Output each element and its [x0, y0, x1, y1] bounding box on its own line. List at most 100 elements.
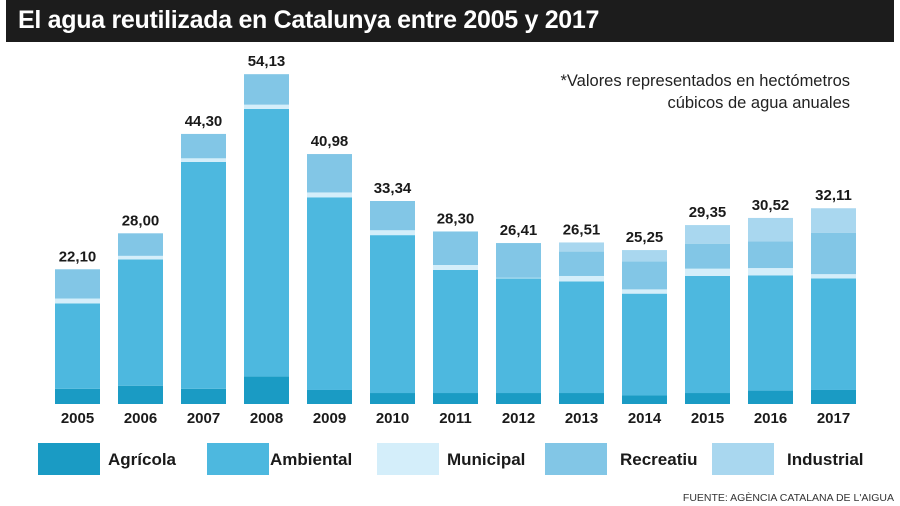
- bar-segment-ambiental-2016: [748, 275, 793, 391]
- x-tick-label-2006: 2006: [124, 410, 157, 427]
- bar-segment-agrícola-2008: [244, 376, 289, 404]
- bar-segment-agrícola-2010: [370, 393, 415, 404]
- bar-segment-municipal-2010: [370, 230, 415, 236]
- bar-segment-agrícola-2014: [622, 395, 667, 404]
- total-label-2015: 29,35: [689, 204, 727, 221]
- legend-label-ambiental: Ambiental: [270, 450, 352, 469]
- legend-swatch-recreatiu: [545, 443, 607, 475]
- legend-label-industrial: Industrial: [787, 450, 864, 469]
- bar-segment-ambiental-2013: [559, 281, 604, 394]
- chart-title: El agua reutilizada en Catalunya entre 2…: [18, 6, 600, 34]
- x-tick-label-2015: 2015: [691, 410, 724, 427]
- legend-swatch-ambiental: [207, 443, 269, 475]
- x-tick-label-2007: 2007: [187, 410, 220, 427]
- bar-segment-agrícola-2017: [811, 389, 856, 404]
- bar-segment-ambiental-2011: [433, 269, 478, 394]
- units-note-line-2: cúbicos de agua anuales: [667, 94, 850, 112]
- bar-segment-agrícola-2009: [307, 389, 352, 404]
- bar-segment-recreatiu-2014: [622, 261, 667, 290]
- bar-segment-municipal-2008: [244, 104, 289, 109]
- bar-segment-industrial-2016: [748, 217, 793, 242]
- total-label-2009: 40,98: [311, 133, 349, 150]
- bar-segment-agrícola-2005: [55, 388, 100, 404]
- x-tick-label-2014: 2014: [628, 410, 662, 427]
- x-tick-label-2016: 2016: [754, 410, 787, 427]
- bar-segment-recreatiu-2011: [433, 231, 478, 266]
- x-tick-label-2008: 2008: [250, 410, 283, 427]
- bar-segment-recreatiu-2005: [55, 269, 100, 299]
- legend: Agrícola Ambiental Municipal Recreatiu Indus…: [38, 443, 864, 475]
- legend-label-agrícola: Agrícola: [108, 450, 177, 469]
- bar-segment-municipal-2005: [55, 298, 100, 304]
- bars-layer: [50, 74, 860, 405]
- bar-segment-recreatiu-2012: [496, 243, 541, 278]
- legend-label-recreatiu: Recreatiu: [620, 450, 697, 469]
- legend-swatch-municipal: [377, 443, 439, 475]
- bar-segment-agrícola-2016: [748, 390, 793, 404]
- bar-segment-ambiental-2009: [307, 197, 352, 390]
- bar-segment-municipal-2012: [496, 277, 541, 279]
- bar-segment-ambiental-2010: [370, 235, 415, 394]
- total-label-2008: 54,13: [248, 53, 286, 70]
- bar-segment-municipal-2011: [433, 265, 478, 270]
- bar-segment-industrial-2014: [622, 250, 667, 262]
- total-label-2017: 32,11: [815, 187, 852, 204]
- bar-segment-recreatiu-2016: [748, 241, 793, 269]
- legend-swatch-industrial: [712, 443, 774, 475]
- bar-segment-agrícola-2012: [496, 393, 541, 404]
- bar-segment-municipal-2015: [685, 268, 730, 276]
- x-tick-label-2013: 2013: [565, 410, 598, 427]
- bar-segment-recreatiu-2017: [811, 232, 856, 275]
- bar-segment-municipal-2007: [181, 158, 226, 162]
- total-label-2006: 28,00: [122, 212, 160, 229]
- labels-layer: 22,10 2005 28,00 2006 44,30 2007 54,13 2008 40,9…: [59, 53, 852, 427]
- total-label-2010: 33,34: [374, 180, 412, 197]
- units-note-line-1: *Valores representados en hectómetros: [560, 72, 850, 90]
- bar-segment-municipal-2006: [118, 255, 163, 260]
- bar-segment-recreatiu-2009: [307, 154, 352, 193]
- total-label-2005: 22,10: [59, 248, 97, 265]
- bar-segment-agrícola-2006: [118, 385, 163, 404]
- bar-segment-ambiental-2012: [496, 278, 541, 394]
- bar-segment-ambiental-2007: [181, 161, 226, 389]
- total-label-2013: 26,51: [563, 221, 601, 238]
- x-tick-label-2010: 2010: [376, 410, 409, 427]
- bar-segment-industrial-2017: [811, 208, 856, 233]
- bar-segment-ambiental-2006: [118, 259, 163, 386]
- bar-segment-industrial-2013: [559, 242, 604, 252]
- bar-segment-recreatiu-2015: [685, 243, 730, 269]
- bar-segment-recreatiu-2007: [181, 133, 226, 159]
- bar-segment-municipal-2016: [748, 268, 793, 276]
- title-bar: El agua reutilizada en Catalunya entre 2…: [6, 0, 894, 42]
- bar-segment-agrícola-2015: [685, 393, 730, 404]
- bar-segment-ambiental-2017: [811, 278, 856, 390]
- total-label-2016: 30,52: [752, 197, 790, 214]
- bar-segment-agrícola-2007: [181, 388, 226, 404]
- bar-segment-ambiental-2008: [244, 108, 289, 377]
- x-tick-label-2011: 2011: [439, 410, 472, 427]
- x-tick-label-2005: 2005: [61, 410, 94, 427]
- bar-segment-recreatiu-2006: [118, 233, 163, 256]
- x-tick-label-2009: 2009: [313, 410, 346, 427]
- bar-segment-ambiental-2015: [685, 275, 730, 394]
- total-label-2012: 26,41: [500, 222, 538, 239]
- bar-segment-agrícola-2011: [433, 393, 478, 404]
- source-credit: FUENTE: AGÈNCIA CATALANA DE L'AIGUA: [682, 492, 894, 504]
- bar-segment-agrícola-2013: [559, 393, 604, 404]
- x-tick-label-2017: 2017: [817, 410, 850, 427]
- total-label-2014: 25,25: [626, 229, 664, 246]
- legend-swatch-agrícola: [38, 443, 100, 475]
- total-label-2007: 44,30: [185, 113, 223, 130]
- x-tick-label-2012: 2012: [502, 410, 535, 427]
- bar-segment-ambiental-2005: [55, 303, 100, 389]
- total-label-2011: 28,30: [437, 210, 475, 227]
- bar-segment-ambiental-2014: [622, 293, 667, 396]
- bar-segment-recreatiu-2013: [559, 251, 604, 276]
- bar-segment-municipal-2014: [622, 289, 667, 294]
- bar-segment-municipal-2017: [811, 274, 856, 279]
- bar-segment-industrial-2015: [685, 225, 730, 244]
- bar-segment-municipal-2009: [307, 192, 352, 198]
- legend-label-municipal: Municipal: [447, 450, 525, 469]
- bar-segment-recreatiu-2008: [244, 74, 289, 105]
